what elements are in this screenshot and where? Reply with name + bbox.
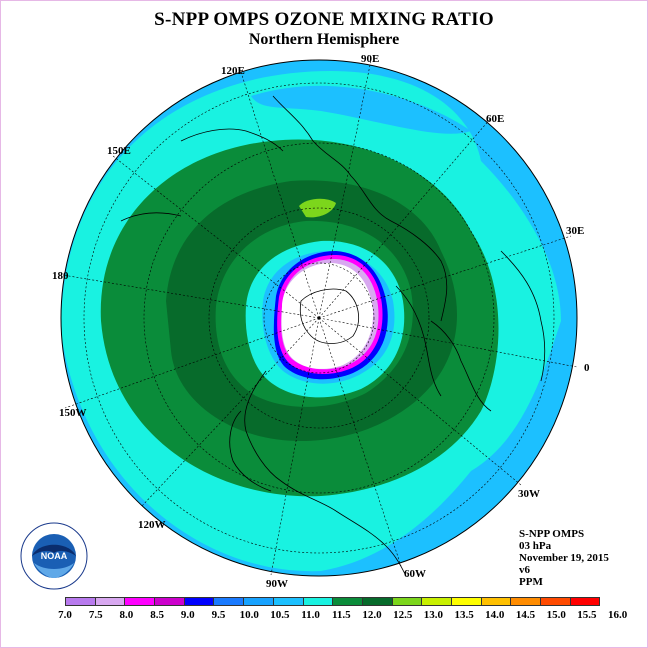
colorbar-segment [361, 597, 393, 606]
graticule [62, 59, 578, 576]
colorbar-segment [332, 597, 363, 606]
colorbar-tick-label: 15.0 [546, 609, 566, 621]
colorbar-tick-label: 15.5 [577, 609, 597, 621]
colorbar-tick-label: 13.0 [423, 609, 444, 621]
lon-label-60e: 60E [486, 113, 504, 125]
info-instrument: S-NPP OMPS [519, 528, 585, 540]
noaa-logo-text: NOAA [41, 551, 68, 561]
info-version: v6 [519, 564, 530, 576]
colorbar-segment [480, 597, 512, 606]
map-border [60, 59, 578, 577]
colorbar-segment [510, 597, 541, 606]
lon-label-30w: 30W [518, 488, 540, 500]
colorbar-tick-label: 16.0 [607, 609, 628, 621]
colorbar-segment [540, 597, 571, 606]
colorbar-segment [94, 597, 126, 606]
colorbar-tick-label: 14.0 [485, 609, 505, 621]
lon-label-180: 180 [52, 270, 69, 282]
colorbar-tick-label: 12.5 [393, 609, 413, 621]
colorbar-segment [183, 597, 215, 606]
colorbar-tick-label: 9.0 [180, 609, 195, 621]
colorbar-tick-label: 8.5 [150, 609, 164, 621]
colorbar-segment [213, 597, 245, 606]
lon-label-150w: 150W [59, 407, 87, 419]
colorbar-segment [243, 597, 274, 606]
coastlines [120, 95, 546, 577]
noaa-logo: NOAA [20, 522, 88, 590]
info-date: November 19, 2015 [519, 552, 609, 564]
colorbar [65, 597, 601, 607]
ozone-field [61, 60, 577, 576]
lon-label-60w: 60W [404, 568, 426, 580]
colorbar-tick-label: 9.5 [211, 609, 226, 621]
colorbar-tick-label: 7.5 [88, 609, 103, 621]
lon-label-90e: 90E [361, 53, 379, 65]
colorbar-segment [421, 597, 452, 606]
colorbar-tick-label: 7.0 [58, 609, 72, 621]
colorbar-tick-label: 13.5 [454, 609, 474, 621]
colorbar-tick-label: 12.0 [362, 609, 382, 621]
info-panel: S-NPP OMPS 03 hPa November 19, 2015 v6 P… [519, 528, 609, 588]
lon-label-90w: 90W [266, 578, 288, 590]
colorbar-tick-label: 11.5 [331, 609, 351, 621]
colorbar-segment [154, 597, 185, 606]
lon-label-120w: 120W [138, 519, 166, 531]
page-subtitle: Northern Hemisphere [248, 31, 400, 48]
colorbar-segment [124, 597, 156, 606]
colorbar-tick-label: 11.0 [301, 609, 320, 621]
colorbar-segment [302, 597, 334, 606]
info-units: PPM [519, 576, 543, 588]
colorbar-segment [391, 597, 423, 606]
colorbar-segment [272, 597, 304, 606]
lon-label-30e: 30E [566, 225, 584, 237]
colorbar-tick-label: 10.5 [270, 609, 290, 621]
lon-label-120e: 120E [221, 65, 245, 77]
colorbar-tick-label: 14.5 [515, 609, 536, 621]
info-level: 03 hPa [519, 540, 552, 552]
page-title: S-NPP OMPS OZONE MIXING RATIO [154, 9, 494, 30]
lon-label-150e: 150E [107, 145, 131, 157]
colorbar-segment [450, 597, 482, 606]
polar-night-mask [281, 263, 374, 369]
colorbar-segment [569, 597, 601, 606]
lon-label-0: 0 [584, 362, 590, 374]
colorbar-ticks: 7.0 7.5 8.0 8.5 9.0 9.5 10.0 10.5 11.0 11.5 12.0 12… [1, 609, 647, 623]
colorbar-segment [65, 597, 96, 606]
colorbar-tick-label: 10.0 [239, 609, 259, 621]
colorbar-tick-label: 8.0 [119, 609, 134, 621]
